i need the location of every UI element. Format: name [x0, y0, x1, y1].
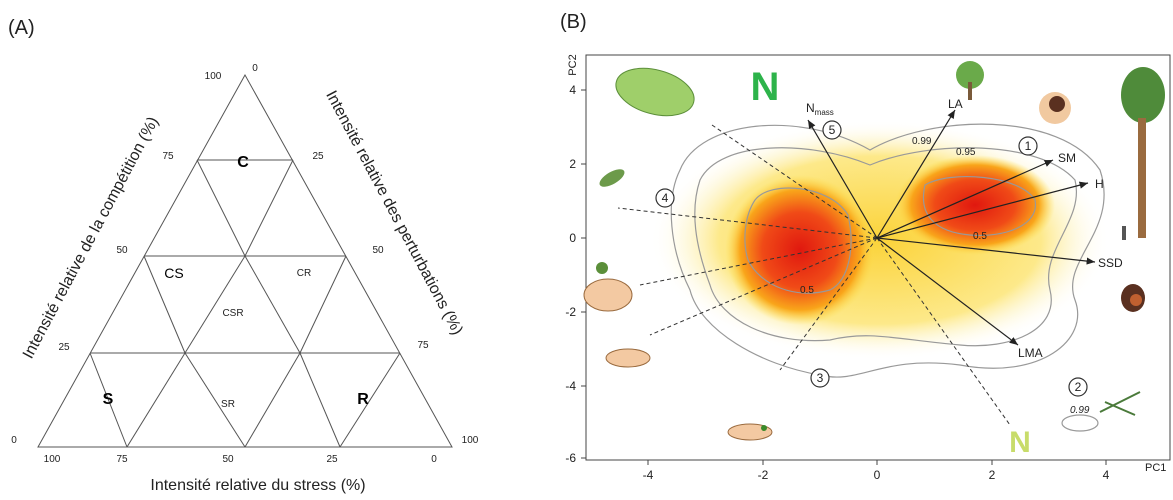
- tick-label: 0: [252, 63, 258, 74]
- y-tick-label: -4: [565, 379, 576, 393]
- tick-label: 50: [222, 454, 234, 465]
- contour: [744, 187, 852, 294]
- trait-label: SSD: [1098, 256, 1123, 270]
- contour-label: 0.99: [1070, 405, 1090, 416]
- trait-label: LMA: [1018, 346, 1043, 360]
- tick-label: 75: [162, 151, 174, 162]
- triangle-grid: [89, 159, 401, 448]
- contour: [923, 176, 1036, 237]
- tick-label: 25: [326, 454, 338, 465]
- y-tick-label: 0: [569, 231, 576, 245]
- trait-label: Nmass: [806, 101, 834, 117]
- number-label: 5: [829, 123, 836, 137]
- x-axis-label: PC1: [1145, 462, 1166, 474]
- number-label: 3: [817, 371, 824, 385]
- tick-label: 100: [462, 435, 479, 446]
- contour-label: 0.99: [912, 136, 932, 147]
- trait-label: N: [806, 101, 815, 115]
- strategy-label: CS: [164, 265, 183, 281]
- tick-label: 75: [116, 454, 128, 465]
- panel-label: (A): [8, 17, 35, 39]
- y-tick-label: -2: [565, 305, 576, 319]
- tick-label: 100: [44, 454, 61, 465]
- axis-title: Intensité relative du stress (%): [150, 477, 365, 494]
- tick-label: 50: [372, 245, 384, 256]
- illustrations: [583, 61, 1165, 441]
- y-tick-label: 2: [569, 157, 576, 171]
- contour: [694, 147, 1078, 347]
- tick-label: 0: [11, 435, 17, 446]
- strategy-label: S: [103, 391, 114, 408]
- panel-label: (B): [560, 11, 587, 33]
- trait-label: H: [1095, 177, 1104, 191]
- strategy-label: CR: [297, 268, 311, 279]
- y-tick-label: -6: [565, 451, 576, 465]
- contour-label: 0.5: [800, 285, 814, 296]
- strategy-label: C: [237, 154, 249, 171]
- contour-label: 0.5: [973, 231, 987, 242]
- nitrogen-icon: N: [1009, 426, 1031, 459]
- tick-label: 75: [417, 340, 429, 351]
- y-axis-label: PC2: [567, 54, 579, 75]
- panel-b: (B) Nmass LA SM H SSD LMA 1 2 3 4 5 0.99…: [560, 11, 1171, 482]
- x-tick-label: 0: [874, 468, 881, 482]
- trait-vectors: [807, 109, 1096, 346]
- axis-title: Intensité relative des perturbations (%): [322, 88, 466, 338]
- tick-label: 25: [312, 151, 324, 162]
- contour: [1061, 414, 1099, 432]
- axis-title: Intensité relative de la compétition (%): [20, 114, 162, 361]
- number-label: 2: [1075, 380, 1082, 394]
- number-label: 1: [1025, 139, 1032, 153]
- x-axis: -4 -2 0 2 4 PC1: [643, 460, 1166, 482]
- dashed-lines: [617, 124, 1011, 426]
- plot-frame: [585, 54, 1171, 461]
- strategy-label: R: [357, 391, 369, 408]
- number-circle: [655, 188, 675, 208]
- number-label: 4: [662, 191, 669, 205]
- density: [725, 175, 875, 325]
- strategy-label: SR: [221, 399, 235, 410]
- contour: [670, 123, 1105, 378]
- x-tick-label: -4: [643, 468, 654, 482]
- number-circle: [1068, 377, 1088, 397]
- x-tick-label: 4: [1103, 468, 1110, 482]
- number-circle: [1018, 136, 1038, 156]
- y-tick-label: 4: [569, 83, 576, 97]
- tick-label: 100: [205, 71, 222, 82]
- tick-label: 25: [58, 342, 70, 353]
- y-axis: 4 2 0 -2 -4 -6 PC2: [565, 54, 586, 465]
- triangle: [37, 73, 453, 448]
- tick-label: 50: [116, 245, 128, 256]
- nitrogen-icon: N: [751, 65, 780, 109]
- x-tick-label: 2: [989, 468, 996, 482]
- trait-label: LA: [948, 97, 963, 111]
- panel-a: (A) C CS CR CSR S SR R 100 75 50 25 0 0 …: [8, 17, 479, 494]
- number-circle: [810, 368, 830, 388]
- contour-label: 0.95: [956, 147, 976, 158]
- strategy-label: CSR: [222, 308, 243, 319]
- density: [895, 155, 1055, 255]
- trait-label: SM: [1058, 151, 1076, 165]
- number-circle: [822, 120, 842, 140]
- tick-label: 0: [431, 454, 437, 465]
- x-tick-label: -2: [758, 468, 769, 482]
- trait-subscript: mass: [815, 108, 834, 117]
